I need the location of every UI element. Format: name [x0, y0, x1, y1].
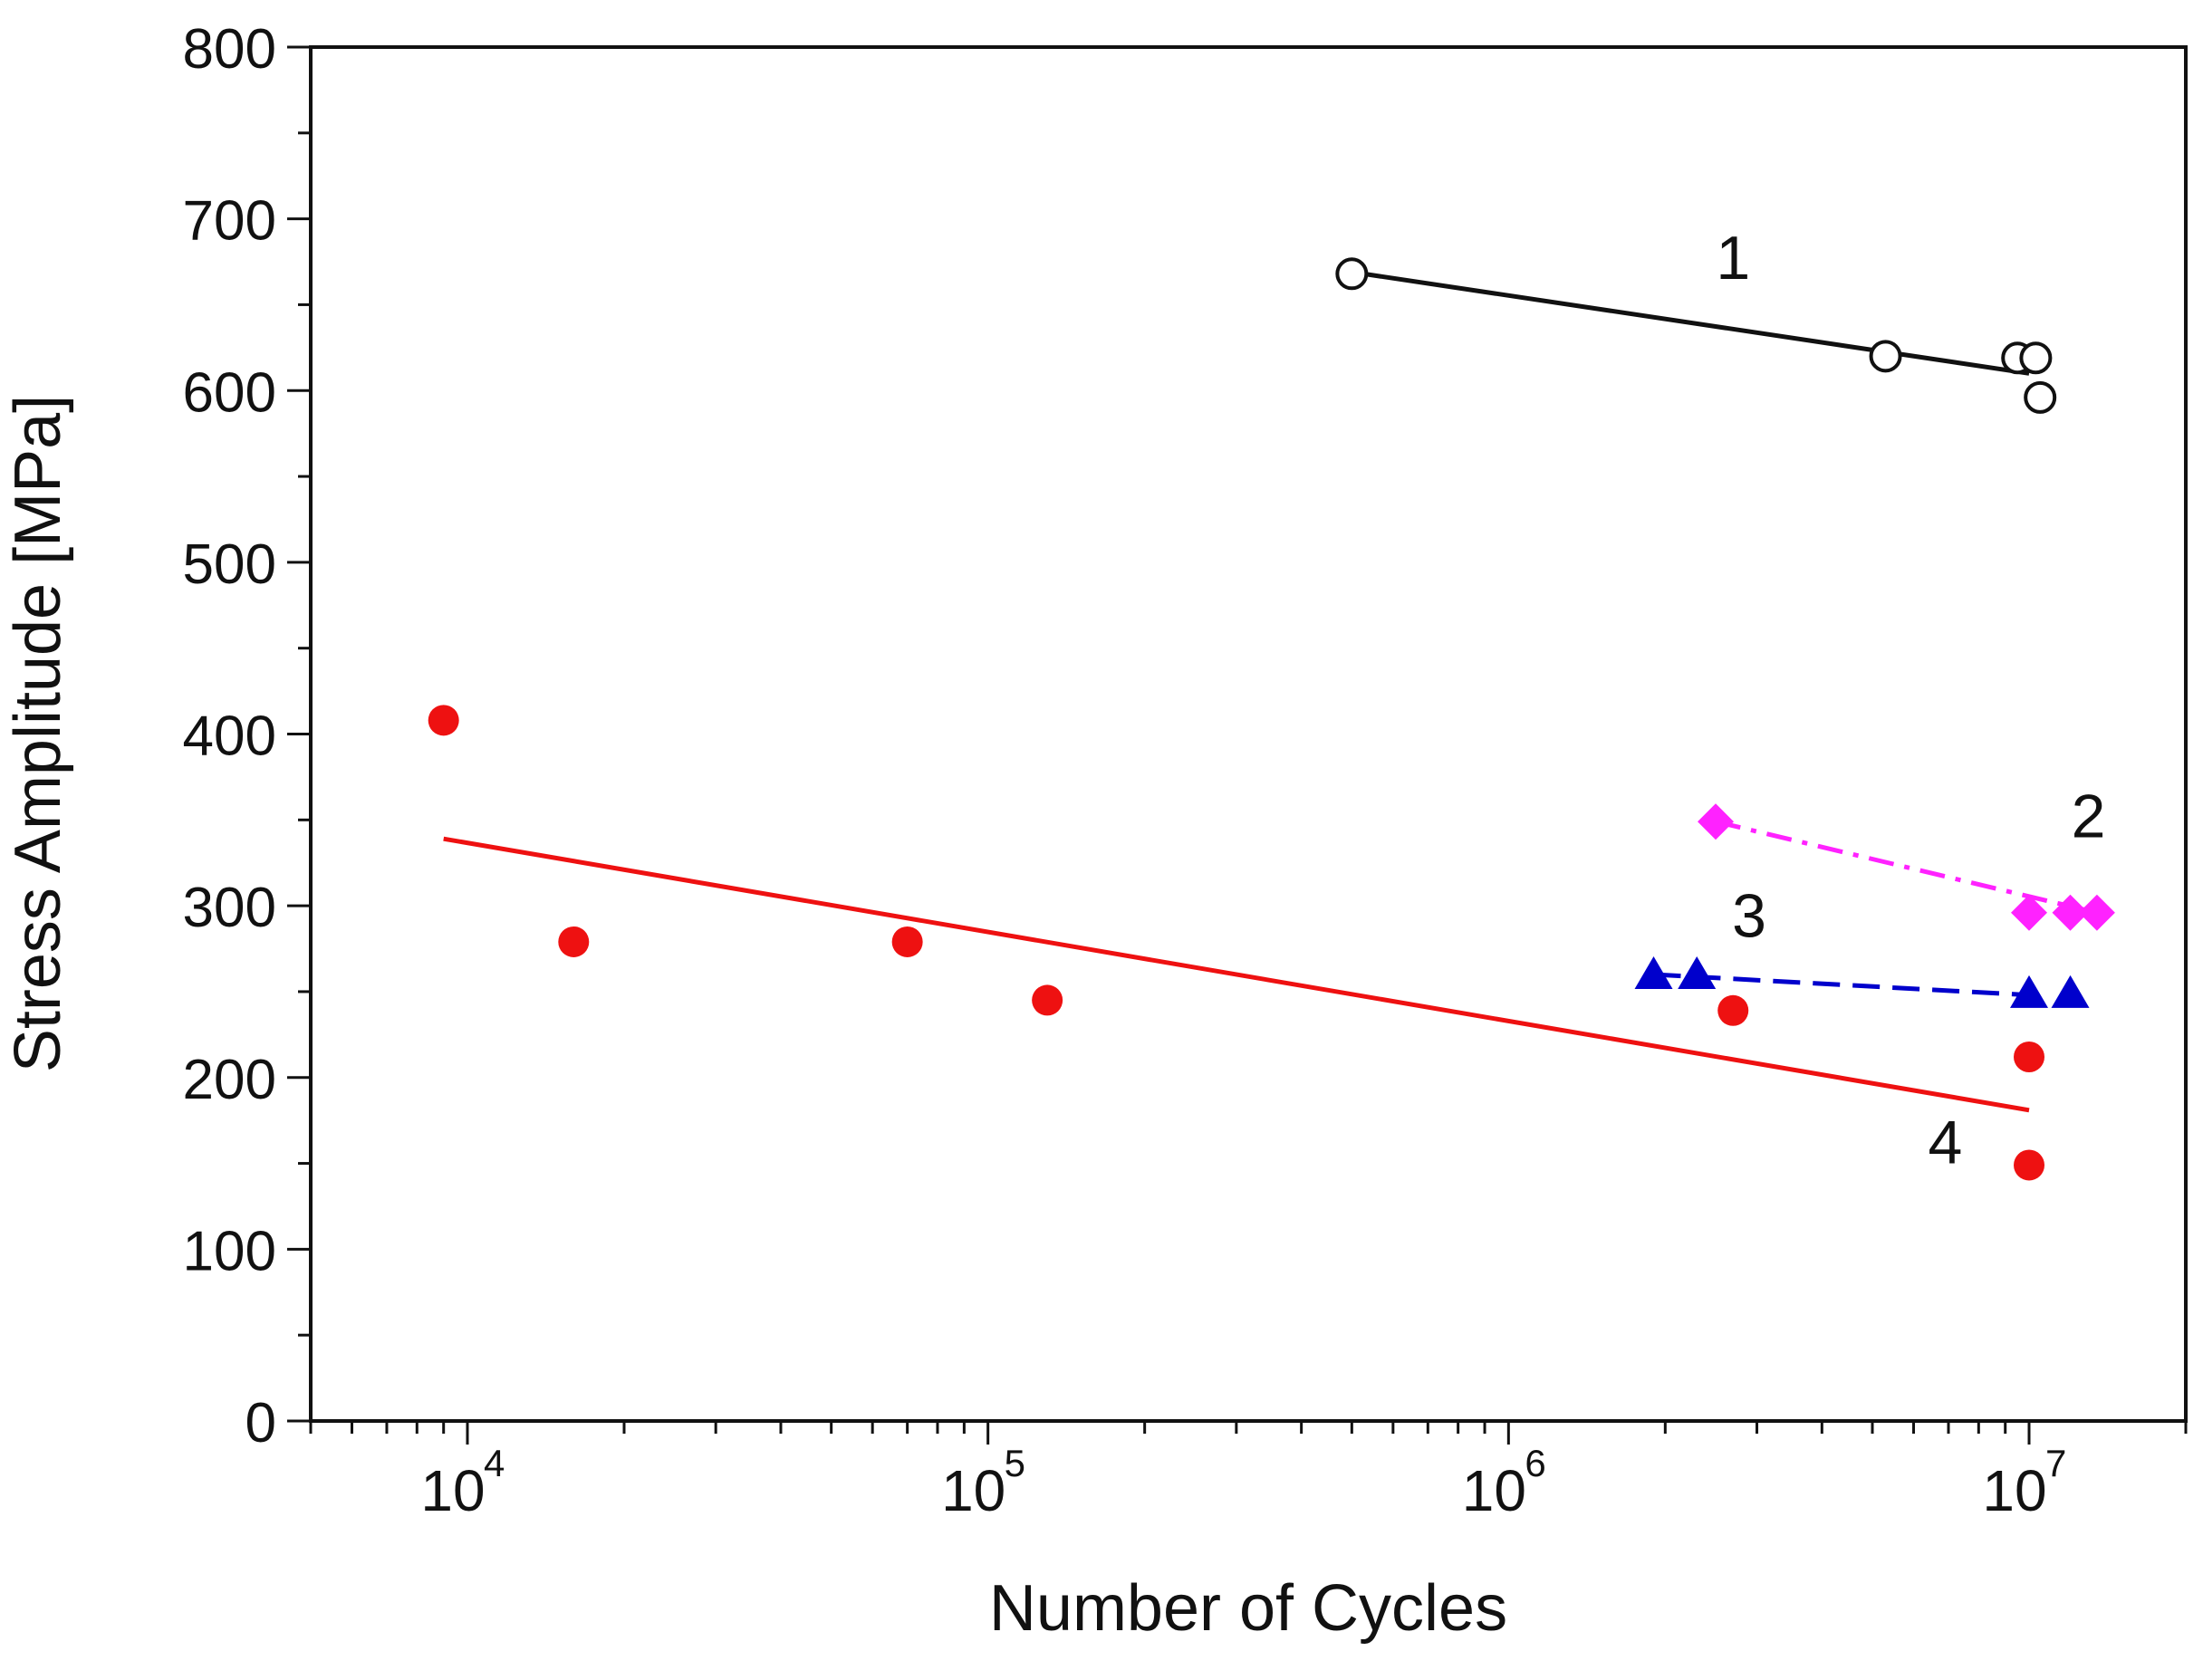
x-axis-title: Number of Cycles [989, 1572, 1507, 1645]
series-3 [1634, 955, 2090, 1008]
fit-line-2 [1715, 819, 2098, 916]
y-tick-label: 500 [183, 533, 276, 596]
y-tick-label: 700 [183, 190, 276, 253]
data-point-1 [2019, 341, 2053, 375]
fit-line-1 [1351, 269, 2030, 376]
data-point-4 [1717, 994, 1749, 1026]
data-point-2 [1698, 803, 1735, 840]
data-point-2 [2052, 894, 2089, 931]
series-label-2: 2 [2072, 782, 2106, 850]
data-point-3 [2051, 974, 2090, 1008]
y-tick-label: 600 [183, 361, 276, 424]
series-label-4: 4 [1928, 1109, 1962, 1177]
x-tick-label-exponent: 6 [1525, 1442, 1545, 1484]
data-point-4 [2014, 1149, 2045, 1181]
y-tick-label: 100 [183, 1220, 276, 1282]
data-point-2 [2078, 894, 2115, 931]
data-point-4 [1032, 984, 1063, 1016]
fit-line-4 [443, 836, 2030, 1113]
series-layer [428, 257, 2115, 1181]
y-tick-label: 200 [183, 1049, 276, 1111]
data-point-4 [891, 926, 923, 957]
series-4 [428, 705, 2045, 1181]
data-point-1 [1335, 257, 1369, 291]
data-point-3 [1634, 955, 1673, 989]
series-1 [1335, 257, 2057, 414]
x-tick-label-base: 10 [1462, 1458, 1526, 1523]
data-point-4 [2014, 1041, 2045, 1072]
series-2 [1698, 803, 2115, 931]
data-point-1 [2024, 380, 2057, 414]
data-point-3 [2010, 974, 2049, 1008]
y-tick-label: 0 [245, 1392, 276, 1454]
data-point-2 [2011, 894, 2048, 931]
x-tick-label-base: 10 [1982, 1458, 2046, 1523]
series-label-3: 3 [1732, 881, 1766, 950]
x-tick-label-base: 10 [420, 1458, 485, 1523]
fit-line-3 [1653, 972, 2030, 998]
plot-frame [309, 45, 2188, 1423]
label-layer: Number of Cycles Stress Amplitude [MPa] … [2, 224, 2105, 1645]
x-tick-label-base: 10 [941, 1458, 1005, 1523]
data-point-4 [428, 705, 459, 736]
y-tick-label: 300 [183, 877, 276, 939]
x-tick-label-exponent: 5 [1005, 1442, 1025, 1484]
y-tick-label: 800 [183, 18, 276, 81]
x-tick-label-exponent: 4 [484, 1442, 505, 1484]
data-point-3 [1678, 955, 1717, 989]
series-label-1: 1 [1716, 224, 1750, 293]
data-point-1 [1869, 340, 1902, 373]
data-point-4 [558, 926, 590, 957]
y-tick-label: 400 [183, 706, 276, 768]
x-tick-label-exponent: 7 [2045, 1442, 2066, 1484]
y-axis-title: Stress Amplitude [MPa] [2, 395, 74, 1072]
